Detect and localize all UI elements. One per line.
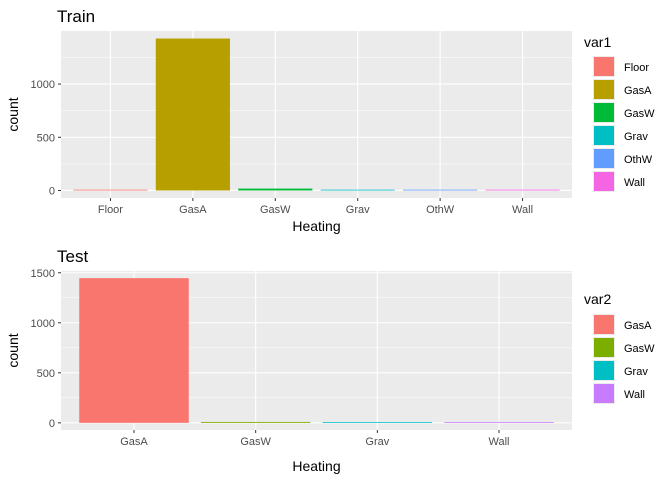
bar-grav	[322, 422, 433, 423]
legend-label: GasW	[624, 108, 655, 120]
legend-title: var1	[584, 34, 611, 50]
legend-label: Floor	[624, 62, 649, 74]
x-tick-label: GasW	[260, 204, 291, 216]
legend-key	[594, 338, 614, 357]
legend-label: Grav	[624, 366, 648, 378]
legend: var2 GasA GasW Grav Wall	[584, 291, 655, 404]
y-tick-label: 0	[49, 185, 55, 197]
chart-test: 0 500 1000 1500 GasA GasW Grav Wall Test Heating c…	[5, 247, 655, 474]
x-tick-label: Grav	[346, 204, 370, 216]
legend-key	[594, 80, 614, 99]
x-tick-label: Wall	[512, 204, 533, 216]
y-tick-label: 1000	[31, 318, 55, 330]
legend-key	[594, 361, 614, 380]
chart-train: 0 500 1000 Floor GasA GasW Grav OthW Wall Train He…	[5, 7, 655, 234]
legend-key	[594, 126, 614, 145]
x-axis-title: Heating	[292, 458, 340, 474]
legend-label: OthW	[624, 154, 653, 166]
panel-background	[61, 31, 572, 198]
y-tick-label: 0	[49, 418, 55, 430]
x-tick-label: OthW	[426, 204, 455, 216]
legend-key	[594, 172, 614, 191]
bar-gasa	[155, 38, 230, 191]
chart-title: Test	[57, 247, 88, 266]
x-tick-label: GasA	[179, 204, 207, 216]
x-tick-label: GasA	[120, 436, 148, 448]
legend: var1 Floor GasA GasW Grav OthW Wall	[584, 34, 655, 192]
legend-label: GasA	[624, 85, 652, 97]
x-axis-title: Heating	[292, 218, 340, 234]
y-tick-label: 500	[37, 132, 55, 144]
bar-gasa	[79, 278, 189, 423]
y-tick-label: 1500	[31, 268, 55, 280]
bar-floor	[73, 189, 148, 191]
x-tick-label: GasW	[240, 436, 271, 448]
bar-gasw	[200, 421, 311, 423]
y-tick-label: 500	[37, 368, 55, 380]
legend-label: GasW	[624, 343, 655, 355]
legend-key	[594, 57, 614, 76]
legend-title: var2	[584, 291, 611, 307]
x-tick-label: Grav	[365, 436, 389, 448]
legend-key	[594, 149, 614, 168]
bar-othw	[403, 189, 478, 191]
legend-key	[594, 103, 614, 122]
y-axis-title: count	[5, 333, 21, 367]
legend-key	[594, 315, 614, 334]
legend-key	[594, 384, 614, 403]
x-tick-label: Wall	[489, 436, 510, 448]
bar-gasw	[238, 188, 313, 191]
y-tick-label: 1000	[31, 79, 55, 91]
legend-label: GasA	[624, 320, 652, 332]
bar-grav	[320, 189, 395, 191]
legend-label: Grav	[624, 131, 648, 143]
legend-label: Wall	[624, 389, 645, 401]
chart-title: Train	[57, 7, 95, 26]
legend-label: Wall	[624, 177, 645, 189]
bar-wall	[444, 422, 554, 423]
y-axis-title: count	[5, 97, 21, 131]
bar-wall	[485, 189, 560, 191]
x-tick-label: Floor	[98, 204, 123, 216]
